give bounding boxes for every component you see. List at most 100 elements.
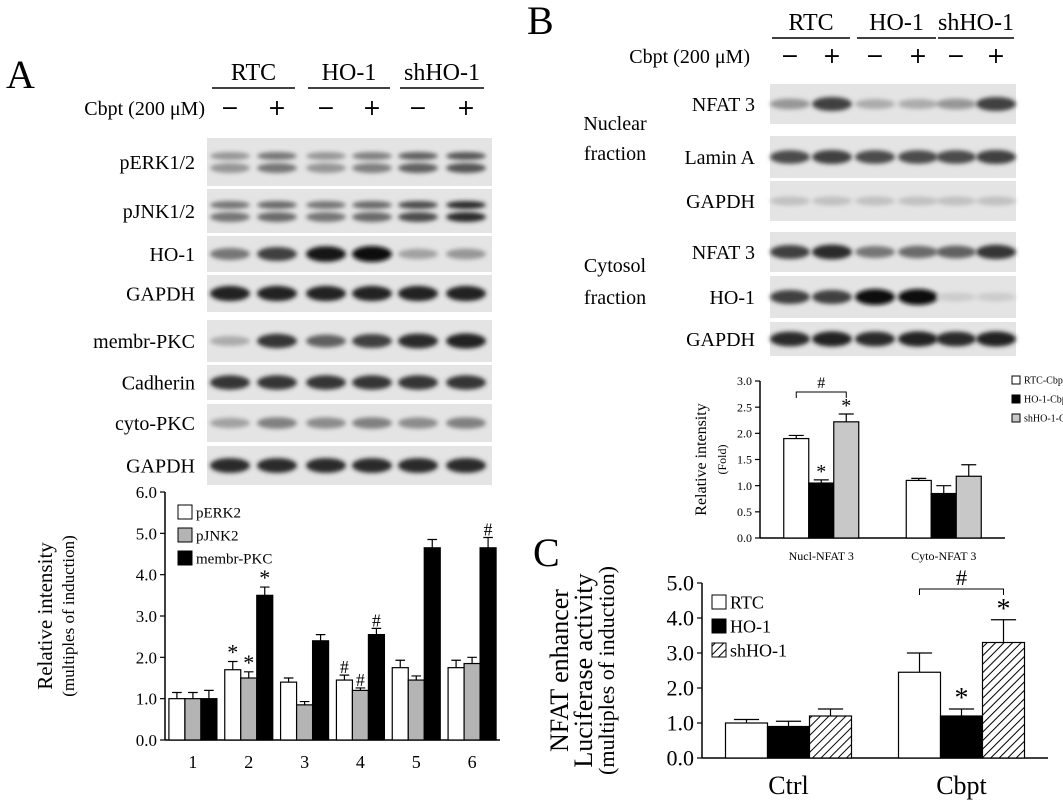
blot-band <box>898 245 938 259</box>
y-tick-label: 5.0 <box>667 571 695 596</box>
bar <box>311 640 330 741</box>
blot-band <box>352 201 392 209</box>
x-tick-label: 1 <box>188 752 197 772</box>
bar <box>423 547 441 741</box>
legend-label: RTC <box>730 592 764 612</box>
blot-band <box>898 289 938 305</box>
y-tick-label: 2.0 <box>667 676 695 701</box>
y-tick-label: 0.0 <box>136 731 157 750</box>
group-label: HO-1 <box>322 60 377 86</box>
blot-row-label: cyto-PKC <box>115 413 195 435</box>
blot-band <box>257 333 297 349</box>
bar <box>407 679 425 741</box>
blot-band <box>770 331 810 347</box>
treatment-sign: − <box>409 96 427 121</box>
error-bar <box>259 586 270 596</box>
blot-band <box>398 333 438 349</box>
legend-swatch <box>177 527 193 543</box>
bar <box>240 677 258 741</box>
bar <box>279 681 298 741</box>
treatment-sign: − <box>947 44 965 69</box>
group-label: HO-1 <box>869 10 924 36</box>
blot-band <box>398 417 438 429</box>
section-label: fraction <box>584 287 646 309</box>
blot-band <box>352 417 392 429</box>
legend-label: HO-1-Cbpt <box>1024 395 1063 406</box>
error-bar <box>733 718 760 723</box>
blot-band <box>976 97 1016 111</box>
blot-band <box>446 201 486 209</box>
error-bar <box>315 634 326 641</box>
blot-band <box>257 152 297 160</box>
legend-swatch <box>711 642 727 658</box>
blot-band <box>398 458 438 473</box>
blot-band <box>398 248 438 260</box>
blot-band <box>976 244 1016 260</box>
bar <box>224 669 242 741</box>
blot-band <box>812 97 852 111</box>
blot-band <box>936 292 976 302</box>
error-bar <box>775 720 802 727</box>
blot-band <box>210 248 250 260</box>
x-tick-label: Ctrl <box>768 771 808 800</box>
treatment-sign: − <box>781 44 799 69</box>
y-tick-label: 0.0 <box>737 531 752 545</box>
legend-swatch <box>177 504 193 520</box>
blot-band <box>446 152 486 160</box>
y-axis-label: (Fold) <box>715 444 729 474</box>
significance-marker: * <box>841 395 851 417</box>
blot-background <box>207 404 492 442</box>
bar <box>724 722 769 759</box>
blot-band <box>257 458 297 473</box>
error-bar <box>427 538 438 548</box>
blot-band <box>306 285 346 302</box>
significance-marker: * <box>816 461 826 483</box>
bar <box>833 421 860 539</box>
y-tick-label: 0.5 <box>737 505 752 519</box>
blot-row-label: GAPDH <box>686 191 755 213</box>
y-axis-label: Relative intensity <box>693 403 710 515</box>
bar <box>905 479 932 539</box>
section-label: fraction <box>584 143 646 165</box>
error-bar <box>788 434 804 439</box>
bar <box>295 704 314 741</box>
bar <box>256 594 274 741</box>
blot-band <box>446 333 486 349</box>
y-axis-label: NFAT enhancer <box>545 589 574 752</box>
group-label: RTC <box>231 60 276 86</box>
blot-band <box>770 98 810 110</box>
blot-band <box>898 196 938 206</box>
y-axis-label: Luciferase activity <box>569 573 598 767</box>
blot-band <box>770 290 810 304</box>
error-bar <box>188 691 198 699</box>
blot-band <box>976 196 1016 206</box>
y-tick-label: 1.0 <box>136 690 157 709</box>
error-bar <box>906 652 933 673</box>
blot-band <box>257 212 297 222</box>
significance-marker: # <box>372 610 381 630</box>
y-tick-label: 2.5 <box>737 400 752 414</box>
bar <box>200 698 218 741</box>
blot-band <box>855 246 895 258</box>
error-bar <box>172 691 182 699</box>
blot-band <box>257 285 297 302</box>
blot-band <box>898 99 938 109</box>
bar <box>367 633 386 741</box>
significance-marker: * <box>243 650 254 675</box>
blot-band <box>855 99 895 109</box>
blot-band <box>446 417 486 429</box>
legend-label: membr-PKC <box>196 551 272 567</box>
blot-band <box>306 417 346 429</box>
blot-band <box>855 331 895 347</box>
legend-label: pJNK2 <box>196 528 239 544</box>
error-bar <box>204 689 214 699</box>
blot-row-label: pERK1/2 <box>119 152 195 174</box>
blot-band <box>306 246 346 262</box>
significance-marker: # <box>956 565 967 590</box>
blot-row-label: HO-1 <box>149 244 195 266</box>
blot-band <box>306 163 346 173</box>
significance-bracket <box>919 588 1004 595</box>
error-bar <box>355 687 366 691</box>
